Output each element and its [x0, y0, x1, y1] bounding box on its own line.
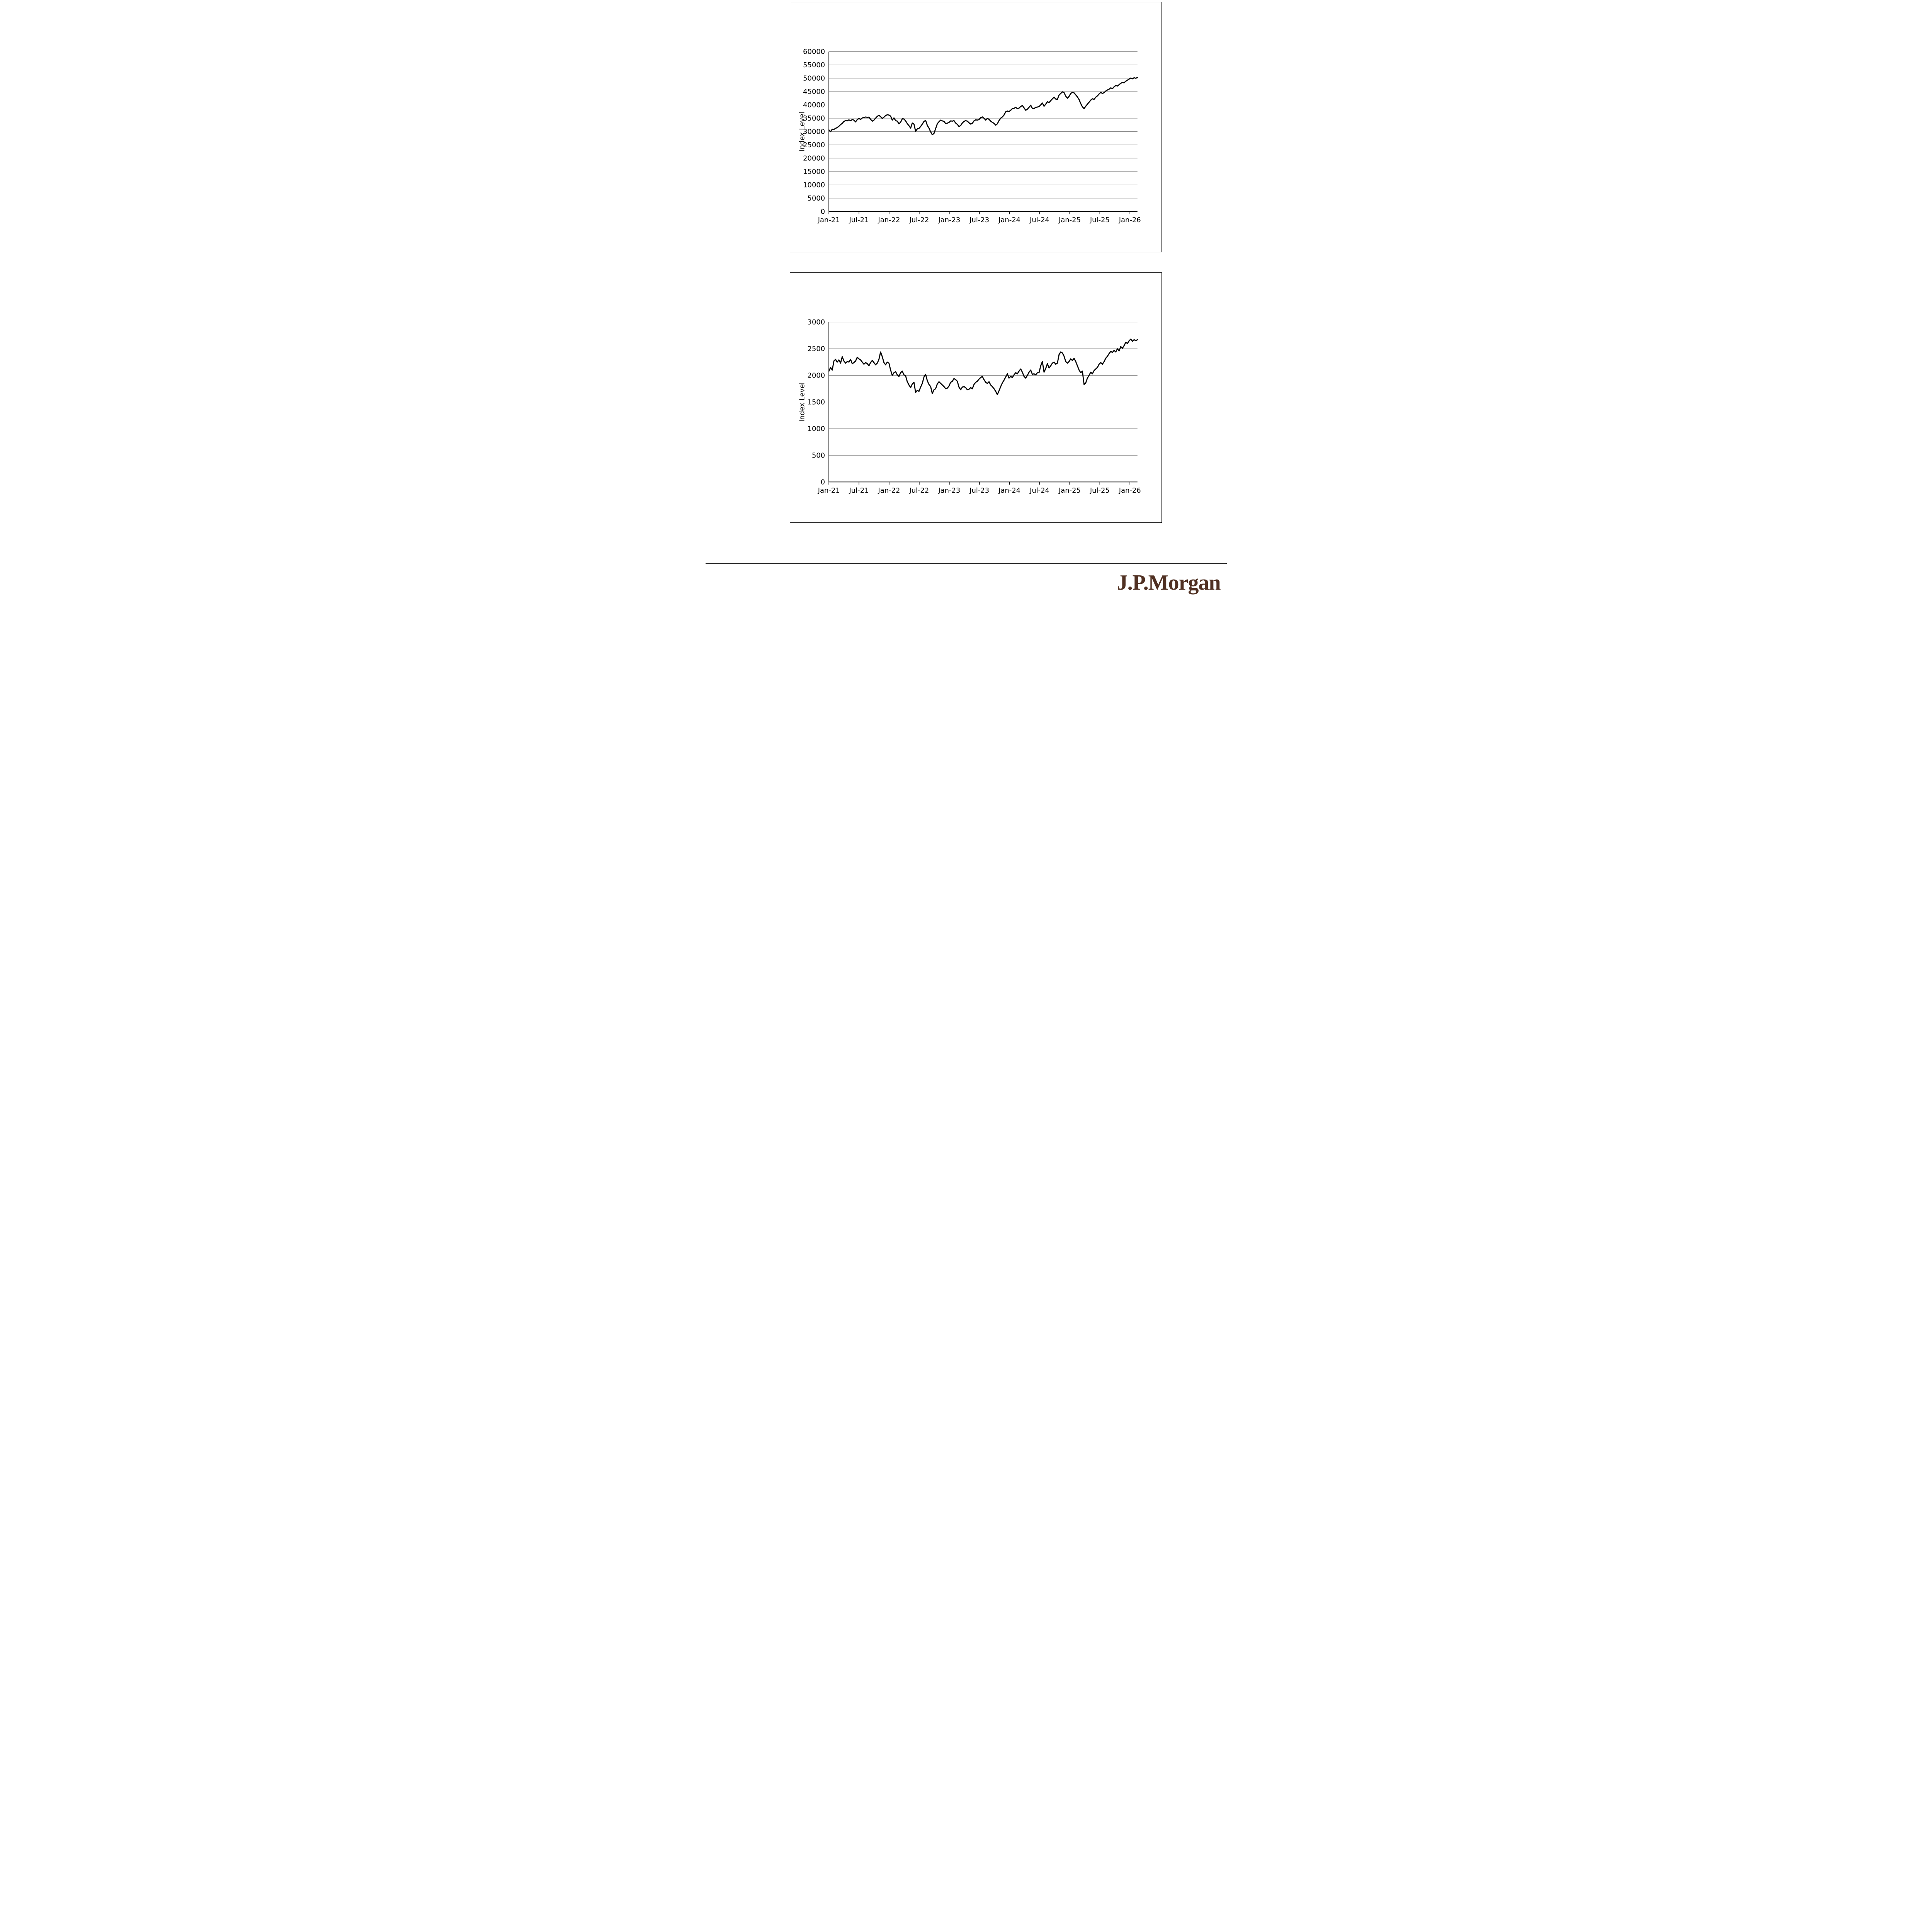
- svg-text:500: 500: [811, 451, 825, 459]
- svg-text:Jan-21: Jan-21: [817, 216, 840, 224]
- svg-text:55000: 55000: [803, 61, 825, 69]
- svg-text:Jan-26: Jan-26: [1118, 216, 1141, 224]
- top-index-level-chart: 0 5000 10000 15000 20000 25000 30000 35000 40000…: [798, 48, 1141, 224]
- svg-text:Jan-26: Jan-26: [1118, 486, 1141, 495]
- svg-text:Jan-24: Jan-24: [998, 216, 1020, 224]
- svg-text:Jan-22: Jan-22: [878, 216, 900, 224]
- svg-text:Jan-24: Jan-24: [998, 486, 1020, 495]
- chart-card-bottom: 0 500 1000 1500 2000 2500 3000 Jan-21 Jul-21 Jan-…: [789, 272, 1162, 523]
- svg-text:25000: 25000: [803, 141, 825, 149]
- svg-text:0: 0: [820, 478, 825, 486]
- svg-text:Jan-25: Jan-25: [1058, 486, 1080, 495]
- svg-text:Jul-22: Jul-22: [909, 216, 929, 224]
- svg-text:30000: 30000: [803, 128, 825, 136]
- svg-text:Jul-23: Jul-23: [969, 486, 989, 495]
- svg-text:Jul-21: Jul-21: [849, 486, 869, 495]
- svg-text:Jan-25: Jan-25: [1058, 216, 1080, 224]
- svg-text:2500: 2500: [807, 345, 825, 353]
- svg-text:3000: 3000: [807, 318, 825, 327]
- svg-text:5000: 5000: [807, 194, 825, 202]
- svg-text:2000: 2000: [807, 371, 825, 379]
- svg-text:Jul-22: Jul-22: [909, 486, 929, 495]
- svg-text:Jul-21: Jul-21: [849, 216, 869, 224]
- svg-text:45000: 45000: [803, 88, 825, 96]
- svg-text:20000: 20000: [803, 154, 825, 162]
- svg-text:Jan-21: Jan-21: [817, 486, 840, 495]
- svg-text:10000: 10000: [803, 181, 825, 189]
- svg-text:Index Level: Index Level: [798, 112, 806, 151]
- svg-text:40000: 40000: [803, 101, 825, 109]
- svg-text:Jan-23: Jan-23: [938, 486, 960, 495]
- svg-text:Jul-24: Jul-24: [1029, 216, 1049, 224]
- svg-text:Jul-25: Jul-25: [1089, 216, 1109, 224]
- svg-text:Jan-22: Jan-22: [878, 486, 900, 495]
- bottom-index-level-chart: 0 500 1000 1500 2000 2500 3000 Jan-21 Jul-21 Jan-…: [798, 318, 1141, 495]
- jpmorgan-logo: J.P.Morgan: [1117, 571, 1221, 595]
- page: 0 5000 10000 15000 20000 25000 30000 35000 40000…: [705, 0, 1227, 598]
- footer-divider: [705, 563, 1227, 564]
- svg-text:60000: 60000: [803, 48, 825, 56]
- svg-text:1000: 1000: [807, 425, 825, 433]
- svg-text:35000: 35000: [803, 114, 825, 122]
- svg-text:Index Level: Index Level: [798, 382, 806, 422]
- svg-text:50000: 50000: [803, 75, 825, 83]
- chart-card-top: 0 5000 10000 15000 20000 25000 30000 35000 40000…: [789, 2, 1162, 252]
- svg-text:Jul-23: Jul-23: [969, 216, 989, 224]
- svg-text:Jan-23: Jan-23: [938, 216, 960, 224]
- svg-text:0: 0: [820, 207, 825, 216]
- svg-text:Jul-25: Jul-25: [1089, 486, 1109, 495]
- svg-text:1500: 1500: [807, 398, 825, 406]
- svg-text:Jul-24: Jul-24: [1029, 486, 1049, 495]
- svg-text:15000: 15000: [803, 168, 825, 176]
